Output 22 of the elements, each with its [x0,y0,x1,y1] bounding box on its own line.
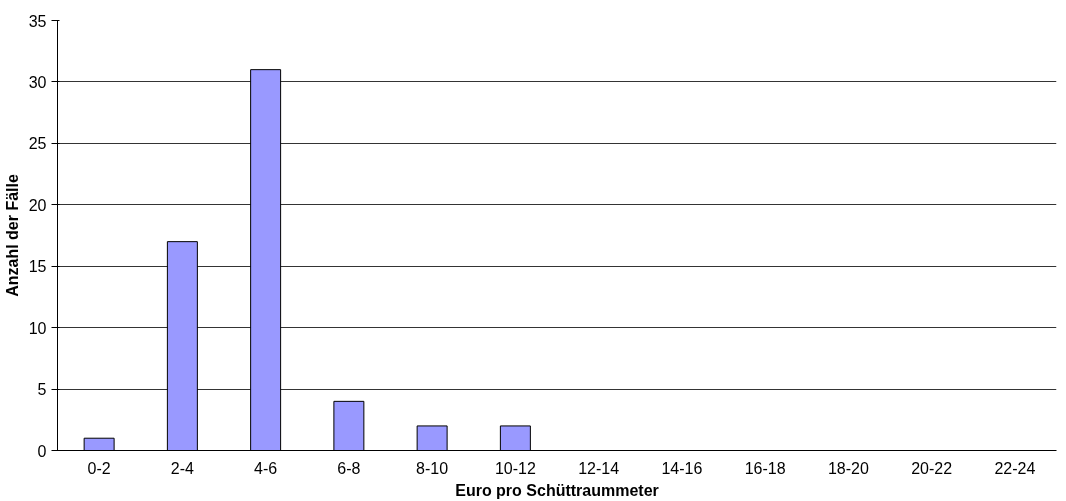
x-tick-label: 0-2 [87,459,111,477]
y-tick-label: 30 [28,73,47,91]
x-axis-title: Euro pro Schüttraummeter [455,481,659,499]
y-tick-label: 10 [28,319,47,337]
x-tick-label: 2-4 [170,459,195,477]
y-tick-label: 25 [28,135,47,153]
x-tick-label: 6-8 [337,459,361,477]
x-tick-label: 18-20 [827,459,869,477]
y-tick-label: 35 [28,12,47,30]
y-tick-label: 5 [37,381,47,399]
x-tick-label: 4-6 [254,459,278,477]
x-tick-label: 14-16 [661,459,703,477]
y-axis-title: Anzahl der Fälle [3,174,21,297]
y-tick-label: 0 [37,442,47,460]
x-tick-label: 10-12 [494,459,536,477]
x-tick-label: 16-18 [744,459,786,477]
x-tick-label: 22-24 [994,459,1036,477]
x-tick-label: 20-22 [911,459,953,477]
y-tick-label: 20 [28,196,47,214]
y-tick-label: 15 [28,258,47,276]
x-tick-label: 8-10 [416,459,449,477]
x-tick-label: 12-14 [578,459,620,477]
